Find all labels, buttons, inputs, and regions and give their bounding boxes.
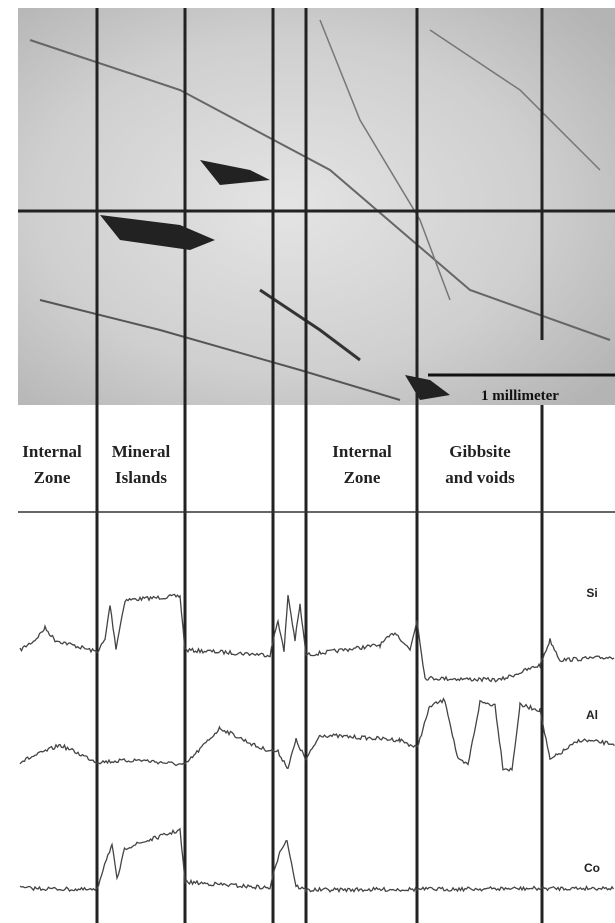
element-label: Si — [586, 586, 597, 600]
trace — [20, 594, 614, 681]
element-label: Co — [584, 861, 600, 875]
zone-label: Internal — [22, 442, 82, 461]
zone-label: Zone — [344, 468, 381, 487]
scale-label: 1 millimeter — [481, 388, 559, 404]
zone-label: Internal — [332, 442, 392, 461]
zone-label: Mineral — [112, 442, 171, 461]
page: {"zone_labels": [ {"lines": ["Internal",… — [0, 0, 615, 923]
trace — [20, 699, 615, 771]
trace — [20, 829, 614, 892]
zone-label: Zone — [34, 468, 71, 487]
micrograph — [18, 8, 615, 405]
zone-label: and voids — [445, 468, 515, 487]
zone-label: Islands — [115, 468, 167, 487]
element-label: Al — [586, 708, 598, 722]
traces — [20, 594, 615, 891]
figure: 1 millimeter Internal Zone Mineral Islan… — [0, 0, 615, 923]
zone-label: Gibbsite — [449, 442, 511, 461]
